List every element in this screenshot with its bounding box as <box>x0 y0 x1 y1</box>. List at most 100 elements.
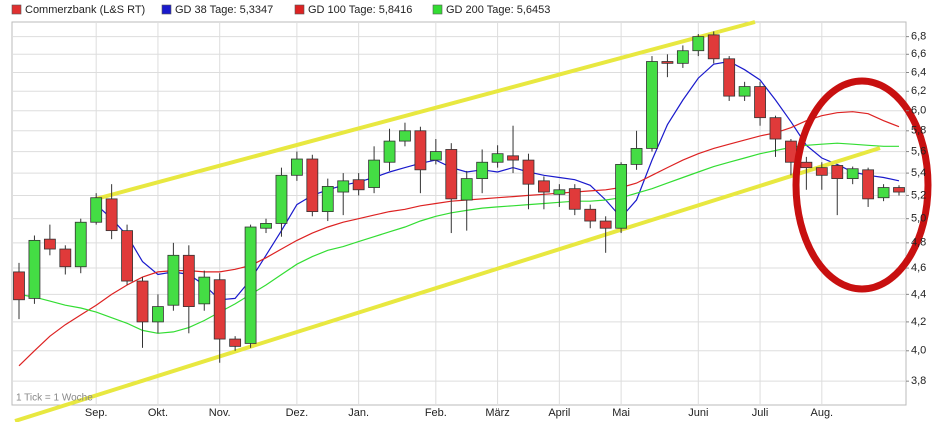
candle-body <box>152 306 164 323</box>
candle-body <box>522 159 535 185</box>
y-tick-label: 4,6 <box>911 262 926 274</box>
candle-body <box>383 140 396 163</box>
annotations <box>14 20 881 422</box>
trend-line-upper <box>91 20 756 202</box>
candle-body <box>13 271 25 301</box>
candle-body <box>893 187 905 193</box>
candle-body <box>815 167 828 176</box>
candle-body <box>800 161 813 169</box>
candle-body <box>337 180 350 193</box>
candle-body <box>74 221 87 268</box>
x-tick-label: Juli <box>752 407 769 419</box>
y-tick-label: 6,0 <box>911 105 926 117</box>
candle-body <box>399 130 411 142</box>
candle-body <box>692 36 705 52</box>
y-tick-label: 6,4 <box>911 66 926 78</box>
candle-body <box>28 239 41 299</box>
x-tick-label: Okt. <box>148 407 168 419</box>
x-tick-label: Mai <box>612 407 630 419</box>
candle-body <box>661 61 674 64</box>
candle-body <box>476 161 489 180</box>
candle-body <box>707 34 720 60</box>
axes: 3,8 4,0 4,2 4,4 4,6 4,8 5,0 5,2 5,4 5,6 5,8 6,0 6,2 6… <box>85 31 926 419</box>
legend-label: Commerzbank (L&S RT) <box>25 4 145 16</box>
trend-line-lower <box>14 146 881 422</box>
y-tick-label: 6,6 <box>911 48 926 60</box>
y-tick-label: 4,4 <box>911 288 926 300</box>
y-tick-label: 5,0 <box>911 213 926 225</box>
candles <box>13 31 905 363</box>
highlight-circle <box>792 77 932 293</box>
candle-body <box>568 188 581 210</box>
x-tick-label: März <box>485 407 509 419</box>
plot-area <box>11 21 907 406</box>
y-tick-label: 4,0 <box>911 345 926 357</box>
candle-body <box>862 169 875 200</box>
x-tick-label: Jan. <box>348 407 369 419</box>
candle-body <box>105 198 118 232</box>
candle-body <box>599 220 612 229</box>
candle-body <box>877 187 890 199</box>
note: 1 Tick = 1 Woche <box>16 393 93 404</box>
candle-body <box>769 117 782 140</box>
candle-body <box>754 86 766 119</box>
candle-body <box>136 280 149 323</box>
candle-body <box>244 226 257 344</box>
legend-label: GD 100 Tage: 5,8416 <box>308 4 412 16</box>
candle-body <box>553 189 566 195</box>
candle-body <box>321 186 334 213</box>
x-tick-label: April <box>548 407 570 419</box>
y-tick-label: 5,6 <box>911 145 926 157</box>
legend: Commerzbank (L&S RT) GD 38 Tage: 5,3347 GD… <box>11 4 550 16</box>
candle-body <box>167 254 180 306</box>
candle-body <box>59 248 72 268</box>
y-tick-label: 5,4 <box>911 167 926 179</box>
candle-body <box>352 179 365 191</box>
candle-body <box>429 151 442 161</box>
candle-body <box>460 178 473 201</box>
x-tick-label: Juni <box>688 407 708 419</box>
legend-label: GD 200 Tage: 5,6453 <box>446 4 550 16</box>
legend-swatch <box>161 4 172 15</box>
moving-average-line <box>18 111 900 367</box>
candle-body <box>414 130 427 171</box>
x-tick-label: Aug. <box>810 407 833 419</box>
candle-body <box>615 163 628 229</box>
y-tick-label: 5,8 <box>911 125 926 137</box>
moving-average-line <box>18 142 899 334</box>
x-tick-label: Sep. <box>85 407 108 419</box>
candle-body <box>121 230 133 282</box>
candle-body <box>630 148 643 165</box>
candle-body <box>198 276 211 305</box>
candle-body <box>646 61 658 149</box>
candle-body <box>229 338 242 347</box>
y-tick-label: 6,8 <box>911 31 926 43</box>
candle-body <box>306 158 319 213</box>
y-tick-label: 5,2 <box>911 189 926 201</box>
legend-label: GD 38 Tage: 5,3347 <box>175 4 273 16</box>
candle-body <box>90 197 103 223</box>
legend-swatch <box>294 4 305 15</box>
y-tick-label: 4,8 <box>911 237 926 249</box>
candle-body <box>368 159 380 188</box>
candle-body <box>723 58 736 97</box>
y-tick-label: 3,8 <box>911 375 926 387</box>
x-tick-label: Nov. <box>209 407 231 419</box>
candle-body <box>831 165 844 180</box>
candle-body <box>445 149 458 200</box>
candle-body <box>182 254 195 307</box>
candle-body <box>275 174 288 224</box>
candle-body <box>676 50 689 64</box>
candle-body <box>43 238 56 250</box>
candle-body <box>584 208 597 222</box>
candle-body <box>290 158 303 176</box>
candle-body <box>846 168 859 180</box>
candle-body <box>738 86 751 97</box>
y-tick-label: 4,2 <box>911 316 926 328</box>
y-tick-label: 6,2 <box>911 85 926 97</box>
candle-body <box>538 180 550 193</box>
legend-swatch <box>11 4 22 15</box>
candle-body <box>213 279 226 340</box>
